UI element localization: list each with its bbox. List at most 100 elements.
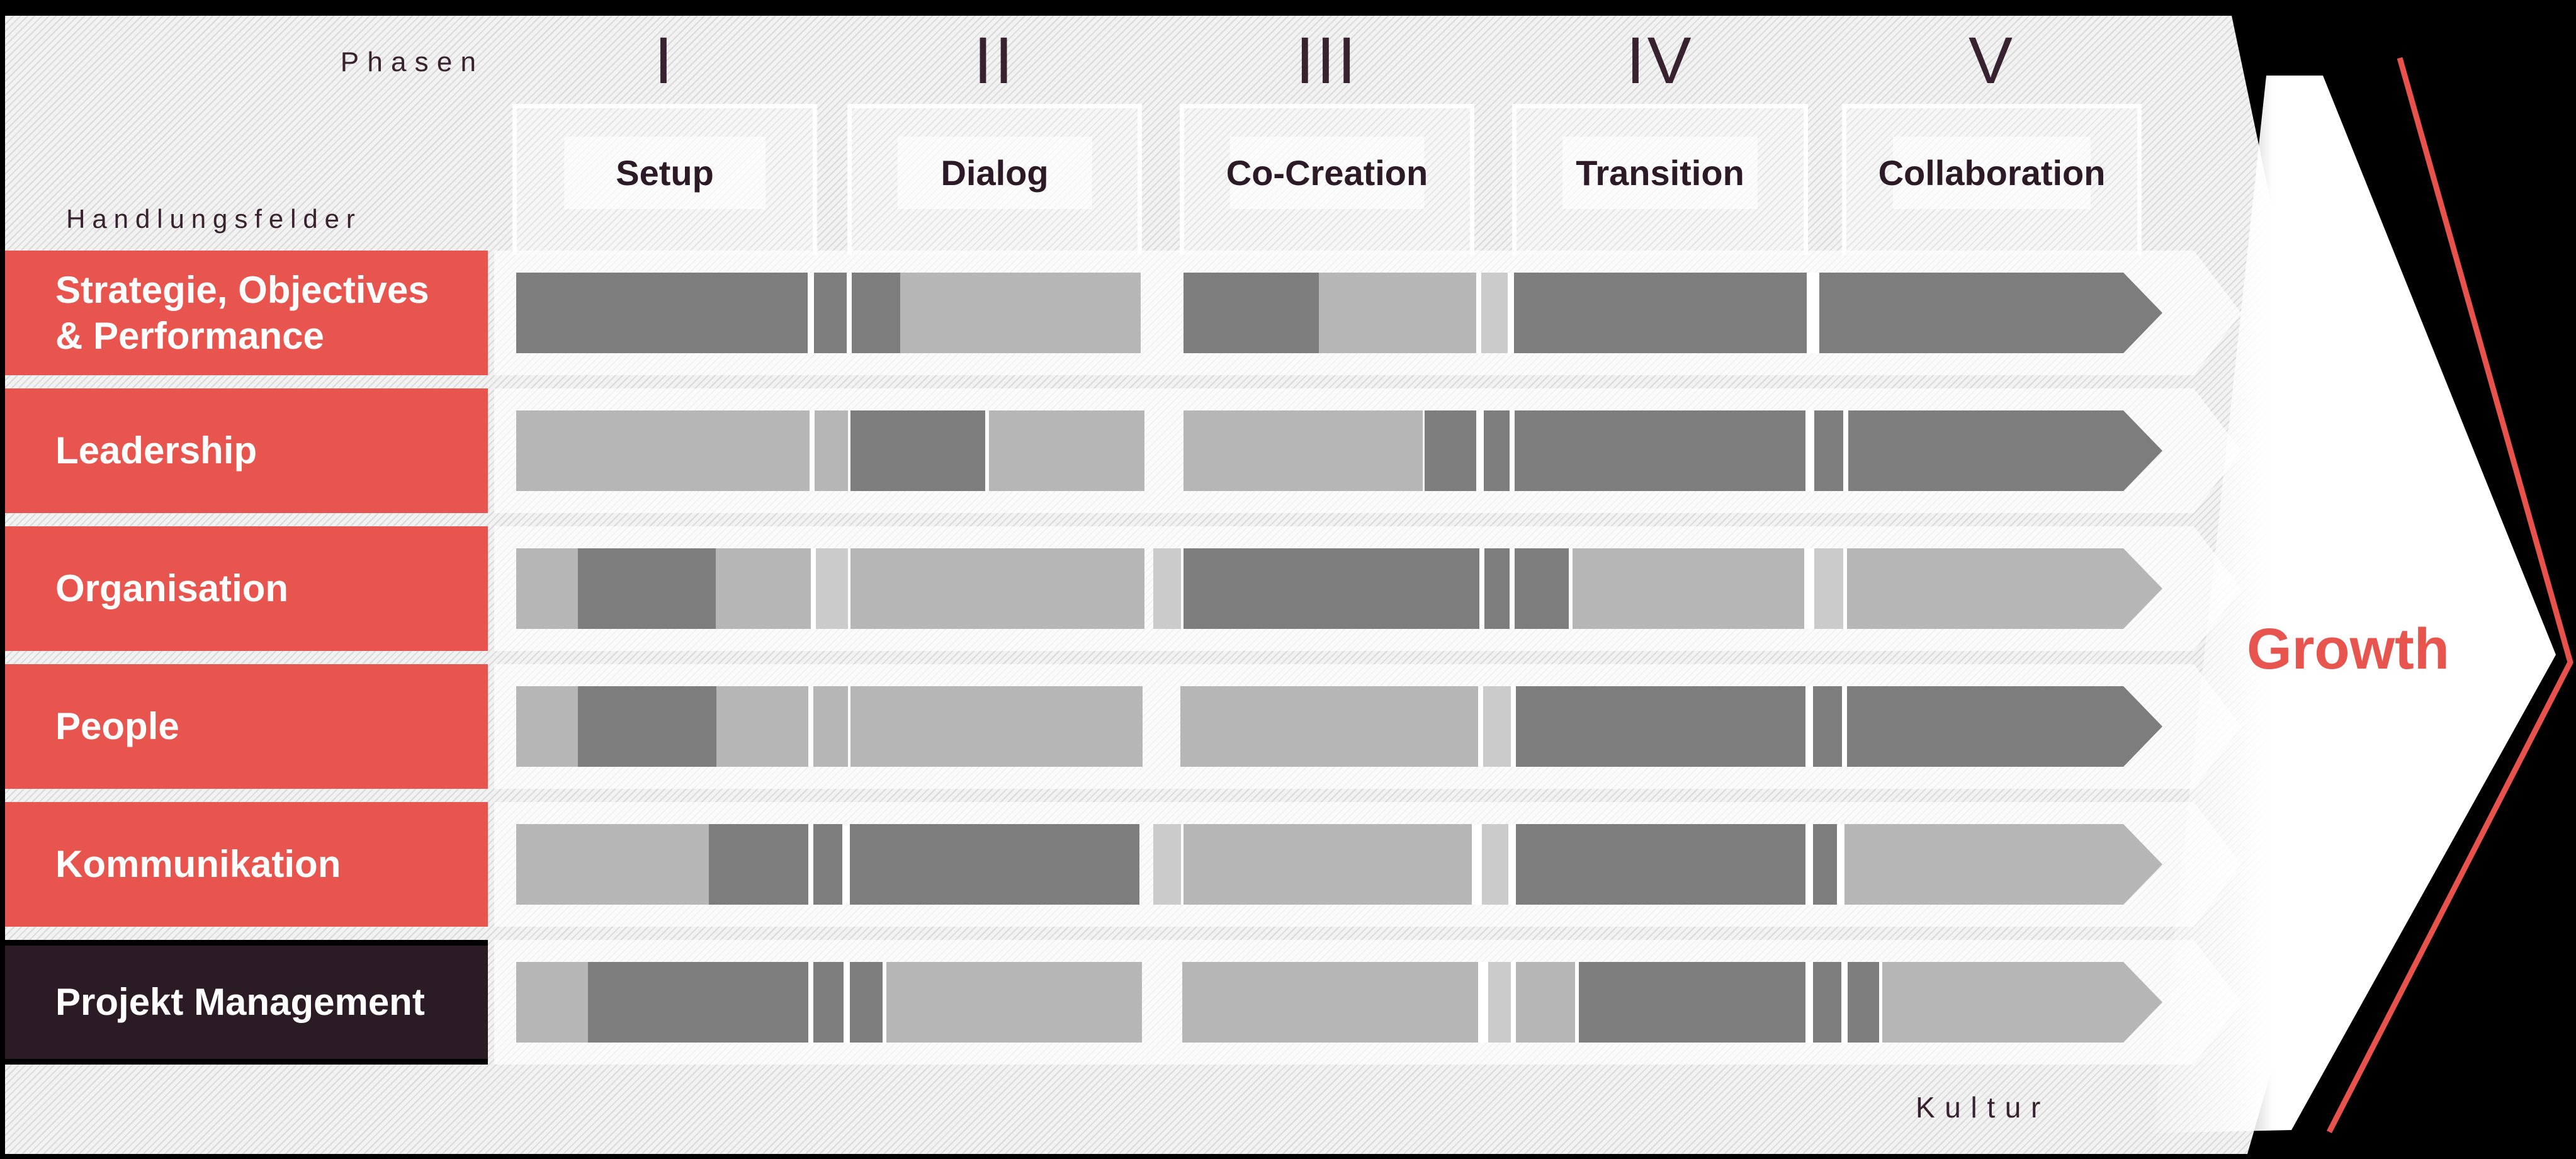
bar-segment	[1508, 824, 1516, 905]
bar-segment	[516, 410, 810, 491]
bar-segment	[810, 410, 815, 491]
bar-segment	[850, 410, 985, 491]
bar-segment	[842, 824, 850, 905]
bar-segment	[1514, 273, 1807, 353]
phases-axis-label: Phasen	[340, 47, 485, 77]
bar-segment	[813, 686, 848, 767]
phase-box-collaboration: Collaboration	[1842, 104, 2142, 255]
bar-segment	[1476, 273, 1481, 353]
phase-numeral-collaboration: V	[1968, 24, 2016, 98]
bar-segment	[1841, 962, 1848, 1043]
bar-segment	[1837, 824, 1844, 905]
bar-segment	[1484, 410, 1510, 491]
row-label: Projekt Management	[5, 940, 488, 1065]
row-label-line: Organisation	[55, 567, 289, 610]
bar-segment	[808, 824, 813, 905]
bar-segment	[1511, 962, 1516, 1043]
bar-segment	[1482, 824, 1508, 905]
bar-segment	[900, 273, 1141, 353]
bar-segment	[716, 686, 808, 767]
bar-segment	[1483, 686, 1511, 767]
phase-label: Collaboration	[1878, 137, 2105, 209]
row-label: People	[5, 664, 488, 789]
bar-segment	[850, 548, 1144, 629]
bar-segment	[588, 962, 808, 1043]
bar-segment	[814, 273, 847, 353]
bar-segment	[848, 686, 850, 767]
bar-segment	[1181, 824, 1183, 905]
bar-segment	[1573, 548, 1804, 629]
bar-segment	[1515, 410, 1805, 491]
bar-segment	[844, 962, 850, 1043]
bar-segment	[848, 410, 850, 491]
bar-segment	[1181, 548, 1183, 629]
row-label: Leadership	[5, 388, 488, 513]
row-label-line: People	[55, 705, 179, 748]
phase-numeral-co-creation: III	[1296, 24, 1359, 98]
bar-segment	[847, 273, 852, 353]
bar-segment	[1843, 548, 1847, 629]
bar-segment	[808, 273, 814, 353]
bar-segment	[1182, 962, 1478, 1043]
bar-segment	[1511, 686, 1516, 767]
row-bar	[516, 548, 2162, 629]
bar-segment	[1813, 686, 1842, 767]
bar-segment-arrow-tip	[1848, 410, 2162, 491]
bar-segment	[850, 686, 1143, 767]
bar-segment	[852, 273, 900, 353]
bar-segment-arrow-tip	[1847, 548, 2162, 629]
phase-numeral-dialog: II	[973, 24, 1016, 98]
bar-segment	[1575, 962, 1579, 1043]
bar-segment	[1516, 962, 1575, 1043]
bar-segment	[578, 548, 716, 629]
bar-segment-arrow-tip	[1819, 273, 2162, 353]
bar-segment	[848, 548, 850, 629]
phase-label: Co-Creation	[1226, 137, 1428, 209]
bar-segment	[1319, 273, 1476, 353]
bar-segment	[516, 686, 578, 767]
bar-segment	[578, 686, 716, 767]
row-label: Organisation	[5, 526, 488, 651]
bar-segment	[1510, 548, 1515, 629]
bar-segment	[1484, 548, 1510, 629]
phase-label: Dialog	[897, 137, 1092, 209]
bar-segment	[1183, 410, 1423, 491]
growth-label: Growth	[2247, 617, 2449, 681]
bar-segment	[1805, 410, 1814, 491]
bar-segment	[516, 824, 709, 905]
row-label-line: Projekt Management	[55, 981, 425, 1024]
row-label-line: & Performance	[55, 315, 324, 357]
row-bar	[516, 824, 2162, 905]
bar-segment	[1508, 273, 1514, 353]
bar-segment	[1814, 548, 1843, 629]
bar-segment	[1425, 410, 1476, 491]
bar-segment	[815, 410, 848, 491]
bar-segment	[1153, 548, 1181, 629]
phase-label: Transition	[1562, 137, 1758, 209]
row-bar	[516, 686, 2162, 767]
bar-segment	[813, 962, 844, 1043]
bar-segment	[813, 824, 842, 905]
bar-segment	[985, 410, 989, 491]
phase-box-co-creation: Co-Creation	[1180, 104, 1474, 255]
bar-segment	[1423, 410, 1425, 491]
bar-segment	[1813, 962, 1841, 1043]
bar-segment	[516, 548, 578, 629]
bar-segment	[1472, 824, 1482, 905]
phase-box-dialog: Dialog	[847, 104, 1142, 255]
bar-segment	[811, 548, 816, 629]
bar-segment	[716, 548, 811, 629]
phase-box-transition: Transition	[1512, 104, 1808, 255]
bar-segment	[1183, 548, 1479, 629]
bar-segment	[1569, 548, 1573, 629]
bar-segment	[1515, 548, 1569, 629]
bar-segment	[516, 273, 808, 353]
bar-segment	[1848, 962, 1879, 1043]
bar-segment	[1510, 410, 1515, 491]
bar-segment	[1814, 410, 1843, 491]
bar-segment	[1180, 686, 1478, 767]
kultur-axis-label: Kultur	[1915, 1091, 2050, 1124]
bar-segment	[1478, 962, 1488, 1043]
bar-segment-arrow-tip	[1847, 686, 2162, 767]
